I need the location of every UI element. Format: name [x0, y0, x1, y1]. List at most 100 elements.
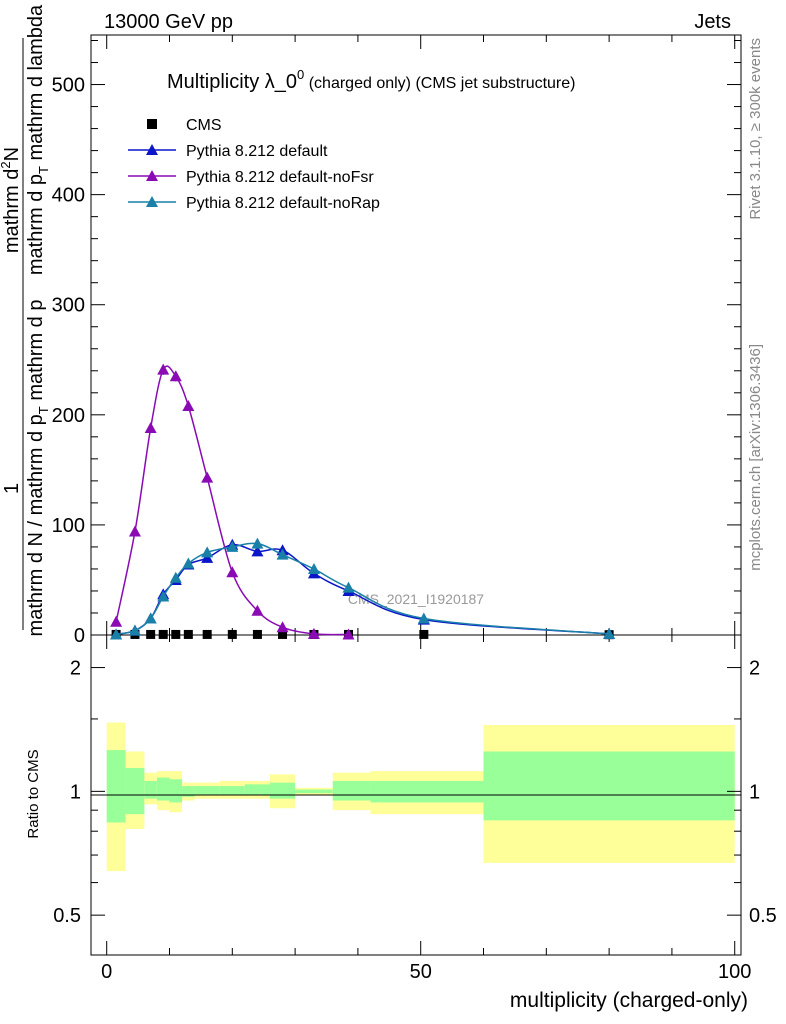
cms-point-2	[146, 629, 156, 639]
pythia-8-212-default-norap-point-5	[182, 557, 195, 569]
pythia-8-212-default-norap-point-12	[417, 612, 430, 624]
legend-nofsr-marker	[146, 170, 158, 181]
ratio-green-band-7	[219, 786, 245, 795]
pythia-8-212-default-nofsr-point-7	[226, 566, 239, 578]
legend-cms-label: CMS	[186, 117, 222, 134]
ratio-xtick-label-2: 100	[718, 961, 751, 983]
main-ytick-label-1: 100	[52, 515, 85, 537]
legend: CMS Pythia 8.212 default Pythia 8.212 de…	[128, 117, 380, 212]
pythia-8-212-default-nofsr-line	[115, 365, 349, 636]
pythia-8-212-default-point-6	[201, 551, 214, 563]
ratio-green-band-6	[194, 786, 220, 795]
legend-default-marker	[146, 144, 158, 155]
main-ticks: 0 100 200 300 400 500	[52, 35, 741, 647]
pythia-8-212-default-norap-point-4	[169, 571, 182, 583]
pythia-8-212-default-norap-point-2	[144, 612, 157, 624]
ylabel-num-tail: N	[1, 147, 23, 161]
pythia-8-212-default-norap-point-6	[201, 546, 214, 558]
cms-point-8	[252, 629, 262, 639]
pythia-8-212-default-nofsr-point-9	[276, 621, 289, 633]
ratio-green-band-10	[295, 789, 333, 794]
pythia-8-212-default-nofsr-point-8	[251, 604, 264, 616]
ratio-green-band-2	[144, 780, 157, 799]
ratio-xtick-label-0: 0	[101, 961, 112, 983]
ylabel-den-sub: T	[36, 166, 51, 174]
pythia-8-212-default-norap-point-3	[157, 590, 170, 602]
main-ytick-label-3: 300	[52, 295, 85, 317]
main-ytick-label-2: 200	[52, 405, 85, 427]
ratio-green-band-12	[370, 780, 484, 803]
main-ytick-label-4: 400	[52, 185, 85, 207]
pythia-8-212-default-nofsr-point-1	[128, 525, 141, 537]
ylabel-denominator: mathrm d pT mathrm d lambda	[25, 4, 51, 275]
main-ytick-label-5: 500	[52, 75, 85, 97]
ylabel-middle: mathrm d N / mathrm d pT mathrm d p	[25, 300, 51, 637]
main-ylabel: 1 mathrm d2N mathrm d N / mathrm d pT ma…	[0, 4, 51, 636]
cms-point-5	[183, 629, 193, 639]
ratio-green-band-3	[156, 777, 170, 801]
ratio-green-band-4	[169, 779, 183, 803]
ylabel-mid-text: mathrm d N / mathrm d p	[25, 414, 47, 636]
legend-default-label: Pythia 8.212 default	[186, 143, 328, 160]
pythia-8-212-default-nofsr-point-3	[157, 363, 170, 375]
main-ytick-label-0: 0	[74, 625, 85, 647]
pythia-8-212-default-norap-point-0	[110, 628, 123, 640]
mcplots-label: mcplots.cern.ch [arXiv:1306.3436]	[747, 344, 764, 571]
ylabel-one: 1	[1, 483, 23, 494]
ratio-green-band-13	[483, 751, 735, 821]
header-right: Jets	[694, 11, 731, 33]
legend-nofsr-label: Pythia 8.212 default-noFsr	[186, 169, 374, 186]
ratio-green-band-8	[244, 784, 270, 795]
pythia-8-212-default-norap-point-1	[128, 624, 141, 636]
ratio-xtick-label-1: 50	[410, 961, 432, 983]
pythia-8-212-default-norap-point-10	[307, 562, 320, 574]
header-left: 13000 GeV pp	[104, 11, 233, 33]
pythia-8-212-default-norap-point-7	[226, 540, 239, 552]
ratio-ytick-label-left-0: 0.5	[53, 905, 81, 927]
ratio-bands	[106, 722, 735, 872]
pythia-8-212-default-nofsr-point-5	[182, 400, 195, 412]
chart-title: Multiplicity λ_00 (charged only) (CMS je…	[167, 67, 575, 93]
pythia-8-212-default-norap-point-11	[342, 581, 355, 593]
rivet-label: Rivet 3.1.10, ≥ 300k events	[747, 38, 764, 220]
pythia-8-212-default-norap-point-9	[276, 548, 289, 560]
ratio-green-band-5	[182, 786, 195, 797]
analysis-watermark: CMS_2021_I1920187	[348, 591, 484, 607]
title-main: Multiplicity λ_0	[167, 71, 297, 93]
legend-cms-marker	[147, 119, 157, 129]
pythia-8-212-default-nofsr-point-11	[342, 628, 355, 640]
pythia-8-212-default-line	[115, 543, 610, 636]
cms-point-4	[171, 629, 181, 639]
pythia-8-212-default-point-8	[251, 545, 264, 557]
ylabel-mid-tail: mathrm d p	[25, 300, 47, 407]
ratio-ytick-label-left-2: 2	[70, 658, 81, 680]
cms-point-7	[227, 629, 237, 639]
ratio-green-band-9	[269, 782, 296, 799]
ylabel-numerator: mathrm d2N	[0, 147, 23, 253]
pythia-8-212-default-nofsr-point-10	[307, 627, 320, 639]
x-axis-label: multiplicity (charged-only)	[510, 989, 748, 1012]
pythia-8-212-default-nofsr-point-0	[110, 615, 123, 627]
pythia-8-212-default-nofsr-point-2	[144, 422, 157, 434]
title-sub: (charged only) (CMS jet substructure)	[304, 75, 575, 92]
ratio-ticks: 0.5 0.5 1 1 2 2 0 50 100	[53, 635, 777, 983]
ylabel-num-sup: 2	[0, 161, 13, 168]
ylabel-num-text: mathrm d	[1, 169, 23, 253]
pythia-8-212-default-norap-point-8	[251, 537, 264, 549]
ratio-ytick-label-right-0: 0.5	[749, 905, 777, 927]
title-sup: 0	[297, 67, 304, 82]
ratio-green-band-1	[125, 767, 145, 815]
ratio-green-band-11	[332, 780, 371, 801]
pythia-8-212-default-norap-line	[115, 542, 610, 636]
cms-point-9	[278, 629, 288, 639]
pythia-8-212-default-nofsr-point-6	[201, 471, 214, 483]
pythia-8-212-default-nofsr-point-4	[169, 370, 182, 382]
ylabel-mid-sub: T	[36, 406, 51, 414]
ylabel-den-text: mathrm d p	[25, 174, 47, 275]
legend-norap-label: Pythia 8.212 default-noRap	[186, 195, 380, 212]
legend-norap-marker	[146, 196, 158, 207]
cms-point-3	[158, 629, 168, 639]
ratio-green-band-0	[106, 750, 126, 823]
ratio-ytick-label-left-1: 1	[70, 781, 81, 803]
